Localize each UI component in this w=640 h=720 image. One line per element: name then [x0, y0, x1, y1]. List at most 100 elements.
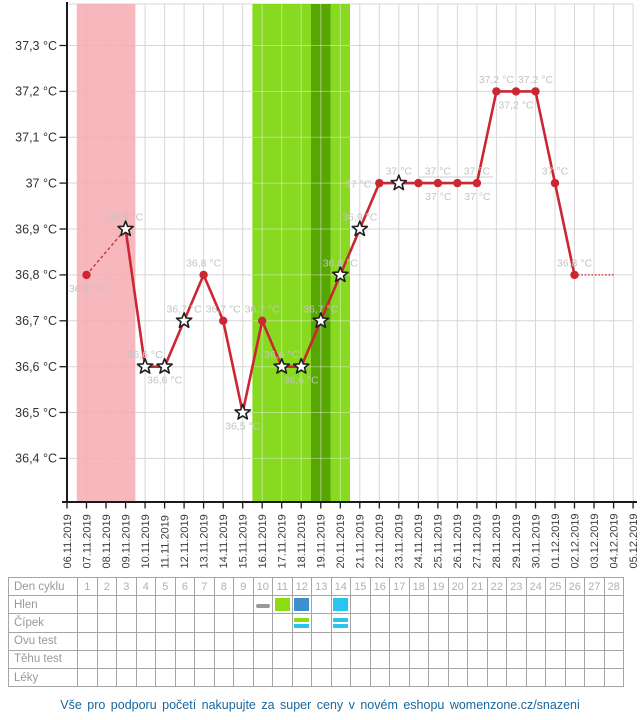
leky-cell[interactable]	[155, 667, 176, 688]
cycle-day-number[interactable]: 22	[486, 576, 507, 597]
hlen-cell[interactable]	[506, 595, 527, 615]
data-point-star[interactable]	[117, 220, 134, 237]
data-point-star[interactable]	[156, 357, 173, 374]
tehu-test-cell[interactable]	[311, 649, 332, 669]
data-point-star[interactable]	[292, 357, 310, 374]
cipek-cell[interactable]	[564, 613, 585, 633]
leky-cell[interactable]	[447, 667, 468, 688]
ovu-test-cell[interactable]	[116, 631, 137, 651]
ovu-test-cell[interactable]	[291, 631, 312, 651]
ovu-test-cell[interactable]	[525, 631, 546, 651]
ovu-test-cell[interactable]	[233, 631, 254, 651]
hlen-cell[interactable]	[96, 595, 117, 615]
tehu-test-cell[interactable]	[389, 649, 410, 669]
cycle-day-number[interactable]: 23	[506, 576, 527, 597]
tehu-test-cell[interactable]	[584, 649, 605, 669]
hlen-cell[interactable]	[486, 595, 507, 615]
leky-cell[interactable]	[213, 667, 234, 688]
data-point-star[interactable]	[312, 312, 330, 329]
hlen-cell[interactable]	[447, 595, 468, 615]
leky-cell[interactable]	[584, 667, 605, 688]
ovu-test-cell[interactable]	[486, 631, 507, 651]
data-point-star[interactable]	[234, 403, 252, 420]
cipek-cell[interactable]	[252, 613, 273, 633]
cipek-cell[interactable]	[116, 613, 137, 633]
leky-cell[interactable]	[428, 667, 449, 688]
cycle-day-number[interactable]: 25	[545, 576, 566, 597]
tehu-test-cell[interactable]	[467, 649, 488, 669]
tehu-test-cell[interactable]	[96, 649, 117, 669]
cipek-cell[interactable]	[194, 613, 215, 633]
cipek-cell[interactable]	[545, 613, 566, 633]
ovu-test-cell[interactable]	[330, 631, 351, 651]
cycle-day-number[interactable]: 18	[408, 576, 429, 597]
hlen-cell[interactable]	[233, 595, 254, 615]
data-point-dot[interactable]	[375, 178, 384, 188]
cycle-day-number[interactable]: 16	[369, 576, 390, 597]
cycle-day-number[interactable]: 21	[467, 576, 488, 597]
leky-cell[interactable]	[389, 667, 410, 688]
cycle-day-number[interactable]: 13	[311, 576, 332, 597]
data-point-dot[interactable]	[433, 178, 443, 188]
cycle-day-number[interactable]: 1	[77, 576, 98, 597]
ovu-test-cell[interactable]	[213, 631, 234, 651]
hlen-cell[interactable]	[77, 595, 98, 615]
data-point-dot[interactable]	[492, 87, 501, 96]
cycle-day-number[interactable]: 7	[194, 576, 215, 597]
tehu-test-cell[interactable]	[174, 649, 195, 669]
ovu-test-cell[interactable]	[350, 631, 371, 651]
leky-cell[interactable]	[350, 667, 371, 688]
cipek-cell[interactable]	[506, 613, 527, 633]
cipek-cell[interactable]	[408, 613, 429, 633]
ovu-test-cell[interactable]	[155, 631, 176, 651]
leky-cell[interactable]	[545, 667, 566, 688]
hlen-cell[interactable]	[389, 595, 410, 615]
ovu-test-cell[interactable]	[174, 631, 195, 651]
cipek-cell[interactable]	[467, 613, 488, 633]
leky-cell[interactable]	[291, 667, 312, 688]
tehu-test-cell[interactable]	[116, 649, 137, 669]
eshop-link[interactable]: Vše pro podporu početí nakupujte za supe…	[60, 698, 580, 712]
ovu-test-cell[interactable]	[408, 631, 429, 651]
cipek-cell[interactable]	[428, 613, 449, 633]
data-point-dot[interactable]	[219, 316, 228, 325]
cycle-day-number[interactable]: 20	[447, 576, 468, 597]
hlen-cell[interactable]	[603, 595, 624, 615]
cycle-day-number[interactable]: 12	[291, 576, 312, 597]
cycle-day-number[interactable]: 6	[174, 576, 195, 597]
hlen-cell[interactable]	[155, 595, 176, 615]
leky-cell[interactable]	[311, 667, 332, 688]
data-point-star[interactable]	[175, 312, 193, 329]
leky-cell[interactable]	[96, 667, 117, 688]
cipek-cell[interactable]	[584, 613, 605, 633]
hlen-cell[interactable]	[584, 595, 605, 615]
tehu-test-cell[interactable]	[233, 649, 254, 669]
cycle-day-number[interactable]: 4	[135, 576, 156, 597]
cycle-day-number[interactable]: 5	[155, 576, 176, 597]
tehu-test-cell[interactable]	[252, 649, 273, 669]
hlen-cell[interactable]	[252, 595, 273, 615]
cycle-day-number[interactable]: 3	[116, 576, 137, 597]
cycle-day-number[interactable]: 14	[330, 576, 351, 597]
tehu-test-cell[interactable]	[330, 649, 351, 669]
tehu-test-cell[interactable]	[486, 649, 507, 669]
leky-cell[interactable]	[116, 667, 137, 688]
data-point-dot[interactable]	[550, 178, 560, 188]
cipek-cell[interactable]	[369, 613, 390, 633]
cycle-day-number[interactable]: 28	[603, 576, 624, 597]
hlen-cell[interactable]	[408, 595, 429, 615]
ovu-test-cell[interactable]	[506, 631, 527, 651]
leky-cell[interactable]	[252, 667, 273, 688]
cipek-cell[interactable]	[272, 613, 293, 633]
hlen-cell[interactable]	[428, 595, 449, 615]
hlen-cell[interactable]	[272, 595, 293, 615]
ovu-test-cell[interactable]	[77, 631, 98, 651]
ovu-test-cell[interactable]	[447, 631, 468, 651]
leky-cell[interactable]	[603, 667, 624, 688]
leky-cell[interactable]	[272, 667, 293, 688]
cipek-cell[interactable]	[77, 613, 98, 633]
hlen-cell[interactable]	[116, 595, 137, 615]
tehu-test-cell[interactable]	[408, 649, 429, 669]
leky-cell[interactable]	[369, 667, 390, 688]
ovu-test-cell[interactable]	[584, 631, 605, 651]
